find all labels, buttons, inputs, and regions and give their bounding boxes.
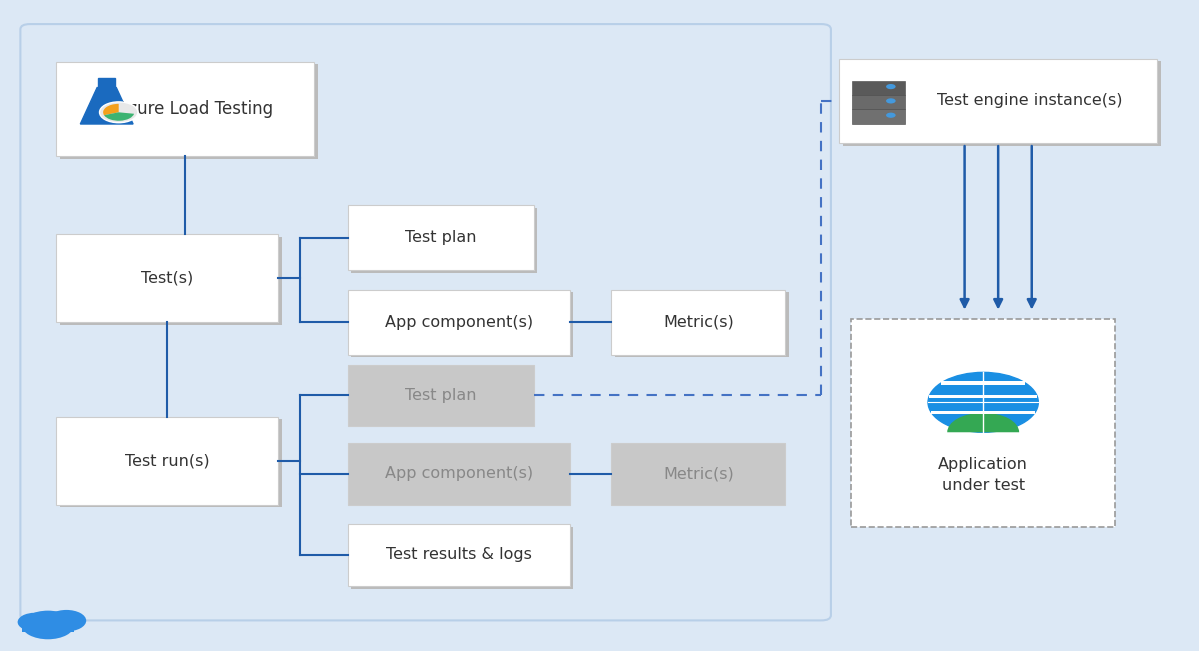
Text: Test(s): Test(s) xyxy=(141,271,193,286)
Circle shape xyxy=(47,610,86,631)
FancyBboxPatch shape xyxy=(351,292,573,357)
Wedge shape xyxy=(103,104,119,115)
Bar xyxy=(852,95,905,109)
Text: Application
under test: Application under test xyxy=(939,457,1028,493)
FancyBboxPatch shape xyxy=(348,443,570,505)
Text: Metric(s): Metric(s) xyxy=(663,466,734,481)
Wedge shape xyxy=(104,112,134,120)
Bar xyxy=(852,109,905,124)
FancyBboxPatch shape xyxy=(20,24,831,620)
FancyBboxPatch shape xyxy=(56,417,278,505)
Bar xyxy=(941,381,1025,385)
FancyBboxPatch shape xyxy=(60,64,318,159)
FancyBboxPatch shape xyxy=(611,443,785,505)
FancyBboxPatch shape xyxy=(351,208,537,273)
FancyBboxPatch shape xyxy=(851,319,1115,527)
Text: App component(s): App component(s) xyxy=(385,466,532,481)
Text: Metric(s): Metric(s) xyxy=(663,314,734,330)
FancyBboxPatch shape xyxy=(348,290,570,355)
Circle shape xyxy=(100,102,138,123)
FancyBboxPatch shape xyxy=(839,59,1157,143)
Circle shape xyxy=(18,613,52,631)
Circle shape xyxy=(22,611,74,639)
Wedge shape xyxy=(947,413,1019,432)
Bar xyxy=(932,411,1035,414)
Text: Test engine instance(s): Test engine instance(s) xyxy=(938,93,1122,109)
FancyBboxPatch shape xyxy=(60,237,282,325)
Bar xyxy=(22,622,74,632)
Text: Test plan: Test plan xyxy=(405,230,476,245)
Circle shape xyxy=(886,113,896,118)
Circle shape xyxy=(886,98,896,104)
Bar xyxy=(852,81,905,95)
FancyBboxPatch shape xyxy=(615,292,789,357)
Polygon shape xyxy=(80,87,133,124)
FancyBboxPatch shape xyxy=(348,365,534,426)
FancyBboxPatch shape xyxy=(351,527,573,589)
FancyBboxPatch shape xyxy=(611,290,785,355)
FancyBboxPatch shape xyxy=(843,61,1161,146)
Bar xyxy=(929,395,1037,398)
Text: Test plan: Test plan xyxy=(405,388,476,403)
Text: Test results & logs: Test results & logs xyxy=(386,547,531,562)
Text: Azure Load Testing: Azure Load Testing xyxy=(118,100,273,118)
Text: Test run(s): Test run(s) xyxy=(125,453,210,468)
FancyBboxPatch shape xyxy=(348,205,534,270)
Bar xyxy=(98,79,115,90)
FancyBboxPatch shape xyxy=(60,419,282,507)
FancyBboxPatch shape xyxy=(56,62,314,156)
Circle shape xyxy=(886,84,896,89)
Circle shape xyxy=(928,372,1038,432)
FancyBboxPatch shape xyxy=(56,234,278,322)
FancyBboxPatch shape xyxy=(348,524,570,586)
Text: App component(s): App component(s) xyxy=(385,314,532,330)
